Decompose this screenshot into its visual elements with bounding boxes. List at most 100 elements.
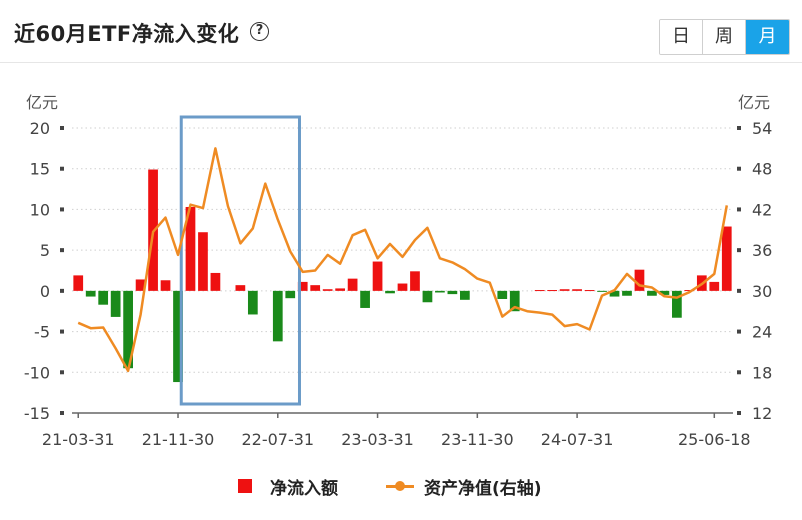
highlight-box xyxy=(179,115,301,406)
inflow-bar xyxy=(397,283,408,291)
legend-bar-swatch xyxy=(238,479,252,493)
x-tick-label: 22-07-31 xyxy=(241,430,314,449)
inflow-bar xyxy=(547,290,558,292)
tab-week[interactable]: 周 xyxy=(703,20,746,54)
y-right-tick-mark xyxy=(737,411,741,415)
y-left-tick-mark xyxy=(60,166,64,171)
y-left-tick-mark xyxy=(60,207,64,212)
y-right-tick-mark xyxy=(737,329,741,334)
y-right-tick-mark xyxy=(737,207,741,212)
inflow-bar xyxy=(709,281,720,291)
tab-day[interactable]: 日 xyxy=(660,20,703,54)
inflow-bar xyxy=(634,269,645,291)
tab-month[interactable]: 月 xyxy=(746,20,789,54)
inflow-bar xyxy=(297,281,308,291)
legend-item-inflow[interactable]: 净流入额 xyxy=(238,472,338,500)
y-left-unit: 亿元 xyxy=(26,93,58,112)
x-tick-label: 21-11-30 xyxy=(142,430,215,449)
inflow-bar xyxy=(310,285,321,291)
inflow-bar xyxy=(73,275,84,291)
inflow-bar xyxy=(534,290,545,292)
inflow-bar xyxy=(647,290,657,296)
legend-item-nav[interactable]: 资产净值(右轴) xyxy=(386,472,542,500)
inflow-bar xyxy=(322,289,333,291)
y-left-tick-mark xyxy=(60,411,64,415)
inflow-bar xyxy=(509,290,520,312)
nav-line xyxy=(77,147,729,373)
y-right-tick-label: 18 xyxy=(752,363,772,382)
y-right-tick-mark xyxy=(737,248,741,253)
chart-title: 近60月ETF净流入变化 xyxy=(14,22,240,46)
inflow-bar xyxy=(622,290,632,296)
chart-legend: 净流入额 资产净值(右轴) xyxy=(0,472,802,500)
y-left-tick-mark xyxy=(60,370,64,375)
y-right-tick-label: 42 xyxy=(752,200,772,219)
inflow-bar xyxy=(247,290,258,315)
y-left-tick-mark xyxy=(60,126,64,130)
y-left-tick-label: 15 xyxy=(30,160,50,179)
inflow-bar xyxy=(422,290,433,303)
y-right-tick-mark xyxy=(737,126,741,130)
y-right-tick-mark xyxy=(737,166,741,171)
y-left-tick-mark xyxy=(60,329,64,334)
legend-label-inflow: 净流入额 xyxy=(270,478,338,499)
inflow-bar xyxy=(435,290,445,293)
x-tick-label: 21-03-31 xyxy=(42,430,115,449)
inflow-bar xyxy=(360,290,370,308)
y-right-tick-label: 30 xyxy=(752,282,772,301)
y-left-tick-label: -10 xyxy=(24,363,50,382)
inflow-bar xyxy=(572,289,582,291)
chart-header: 近60月ETF净流入变化 ? 日 周 月 xyxy=(0,0,802,62)
inflow-bar xyxy=(659,290,670,295)
x-tick-label: 24-07-31 xyxy=(541,430,614,449)
y-right-tick-label: 48 xyxy=(752,160,772,179)
question-circle-icon[interactable]: ? xyxy=(250,22,269,41)
period-tabs: 日 周 月 xyxy=(659,19,790,55)
y-right-tick-label: 54 xyxy=(752,119,772,138)
y-left-tick-mark xyxy=(60,248,64,253)
inflow-bar xyxy=(672,290,682,318)
inflow-bar xyxy=(235,285,246,291)
legend-line-swatch xyxy=(386,479,414,493)
inflow-bar xyxy=(684,290,695,292)
inflow-bar xyxy=(173,290,183,383)
inflow-bar xyxy=(85,290,96,297)
inflow-bar xyxy=(347,278,358,291)
y-right-tick-mark xyxy=(737,288,741,293)
inflow-bar xyxy=(185,206,196,291)
inflow-bar xyxy=(160,280,171,291)
inflow-bar xyxy=(135,279,146,291)
inflow-bar xyxy=(198,232,208,291)
inflow-bar xyxy=(497,290,508,299)
inflow-bar xyxy=(584,290,595,292)
inflow-bar xyxy=(123,290,133,369)
header-divider xyxy=(0,62,802,63)
y-left-tick-label: 0 xyxy=(40,282,50,301)
inflow-bar xyxy=(110,290,121,317)
x-tick-label: 23-03-31 xyxy=(341,430,414,449)
inflow-bar xyxy=(609,290,620,297)
y-right-tick-label: 36 xyxy=(752,241,772,260)
inflow-bar xyxy=(335,288,346,291)
y-right-unit: 亿元 xyxy=(738,93,770,112)
inflow-bar xyxy=(459,290,470,300)
x-tick-label: 23-11-30 xyxy=(441,430,514,449)
y-right-tick-label: 12 xyxy=(752,404,772,423)
inflow-bar xyxy=(272,290,283,342)
inflow-bar xyxy=(410,271,420,291)
inflow-bar xyxy=(210,272,221,291)
inflow-bar xyxy=(285,290,296,299)
y-left-tick-mark xyxy=(60,288,64,293)
inflow-bar xyxy=(721,226,732,291)
y-left-tick-label: 5 xyxy=(40,241,50,260)
inflow-bar xyxy=(385,290,395,294)
y-left-tick-label: 20 xyxy=(30,119,50,138)
y-right-tick-mark xyxy=(737,370,741,375)
y-left-tick-label: -5 xyxy=(34,323,50,342)
inflow-bar xyxy=(98,290,109,305)
inflow-bar xyxy=(597,290,607,292)
x-tick-label: 25-06-18 xyxy=(678,430,751,449)
inflow-bar xyxy=(447,290,458,295)
legend-label-nav: 资产净值(右轴) xyxy=(424,478,542,499)
y-left-tick-label: 10 xyxy=(30,200,50,219)
